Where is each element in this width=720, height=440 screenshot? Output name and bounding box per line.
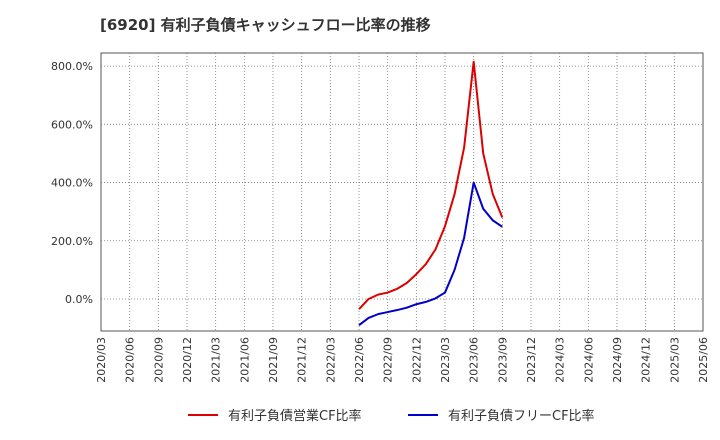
- x-tick-label: 2021/12: [296, 337, 309, 383]
- legend-label-2: 有利子負債フリーCF比率: [448, 408, 595, 424]
- x-tick-label: 2023/12: [525, 337, 538, 383]
- x-tick-label: 2024/06: [582, 337, 595, 383]
- x-tick-label: 2022/06: [353, 337, 366, 383]
- y-tick-label: 600.0%: [51, 118, 93, 131]
- series-line-1: [358, 60, 504, 310]
- x-tick-label: 2020/09: [152, 337, 165, 383]
- y-tick-label: 800.0%: [51, 60, 93, 73]
- x-tick-label: 2025/03: [668, 337, 681, 383]
- x-tick-label: 2023/03: [439, 337, 452, 383]
- x-tick-label: 2020/06: [124, 337, 137, 383]
- x-tick-label: 2021/03: [210, 337, 223, 383]
- x-tick-label: 2024/09: [611, 337, 624, 383]
- x-tick-label: 2020/03: [95, 337, 108, 383]
- y-tick-label: 200.0%: [51, 235, 93, 248]
- x-tick-label: 2022/09: [382, 337, 395, 383]
- chart-title: [6920] 有利子負債キャッシュフロー比率の推移: [100, 16, 431, 34]
- x-tick-label: 2022/03: [324, 337, 337, 383]
- x-tick-label: 2023/06: [468, 337, 481, 383]
- legend-label-1: 有利子負債営業CF比率: [228, 408, 362, 424]
- x-tick-label: 2025/06: [697, 337, 710, 383]
- x-tick-label: 2021/06: [238, 337, 251, 383]
- x-tick-label: 2022/12: [410, 337, 423, 383]
- x-tick-label: 2020/12: [181, 337, 194, 383]
- y-tick-label: 400.0%: [51, 177, 93, 190]
- plot-area: [100, 52, 704, 332]
- y-tick-label: 0.0%: [65, 293, 93, 306]
- x-tick-label: 2021/09: [267, 337, 280, 383]
- x-tick-label: 2024/03: [554, 337, 567, 383]
- x-tick-label: 2024/12: [640, 337, 653, 383]
- series-line-2: [358, 181, 503, 326]
- x-tick-label: 2023/09: [496, 337, 509, 383]
